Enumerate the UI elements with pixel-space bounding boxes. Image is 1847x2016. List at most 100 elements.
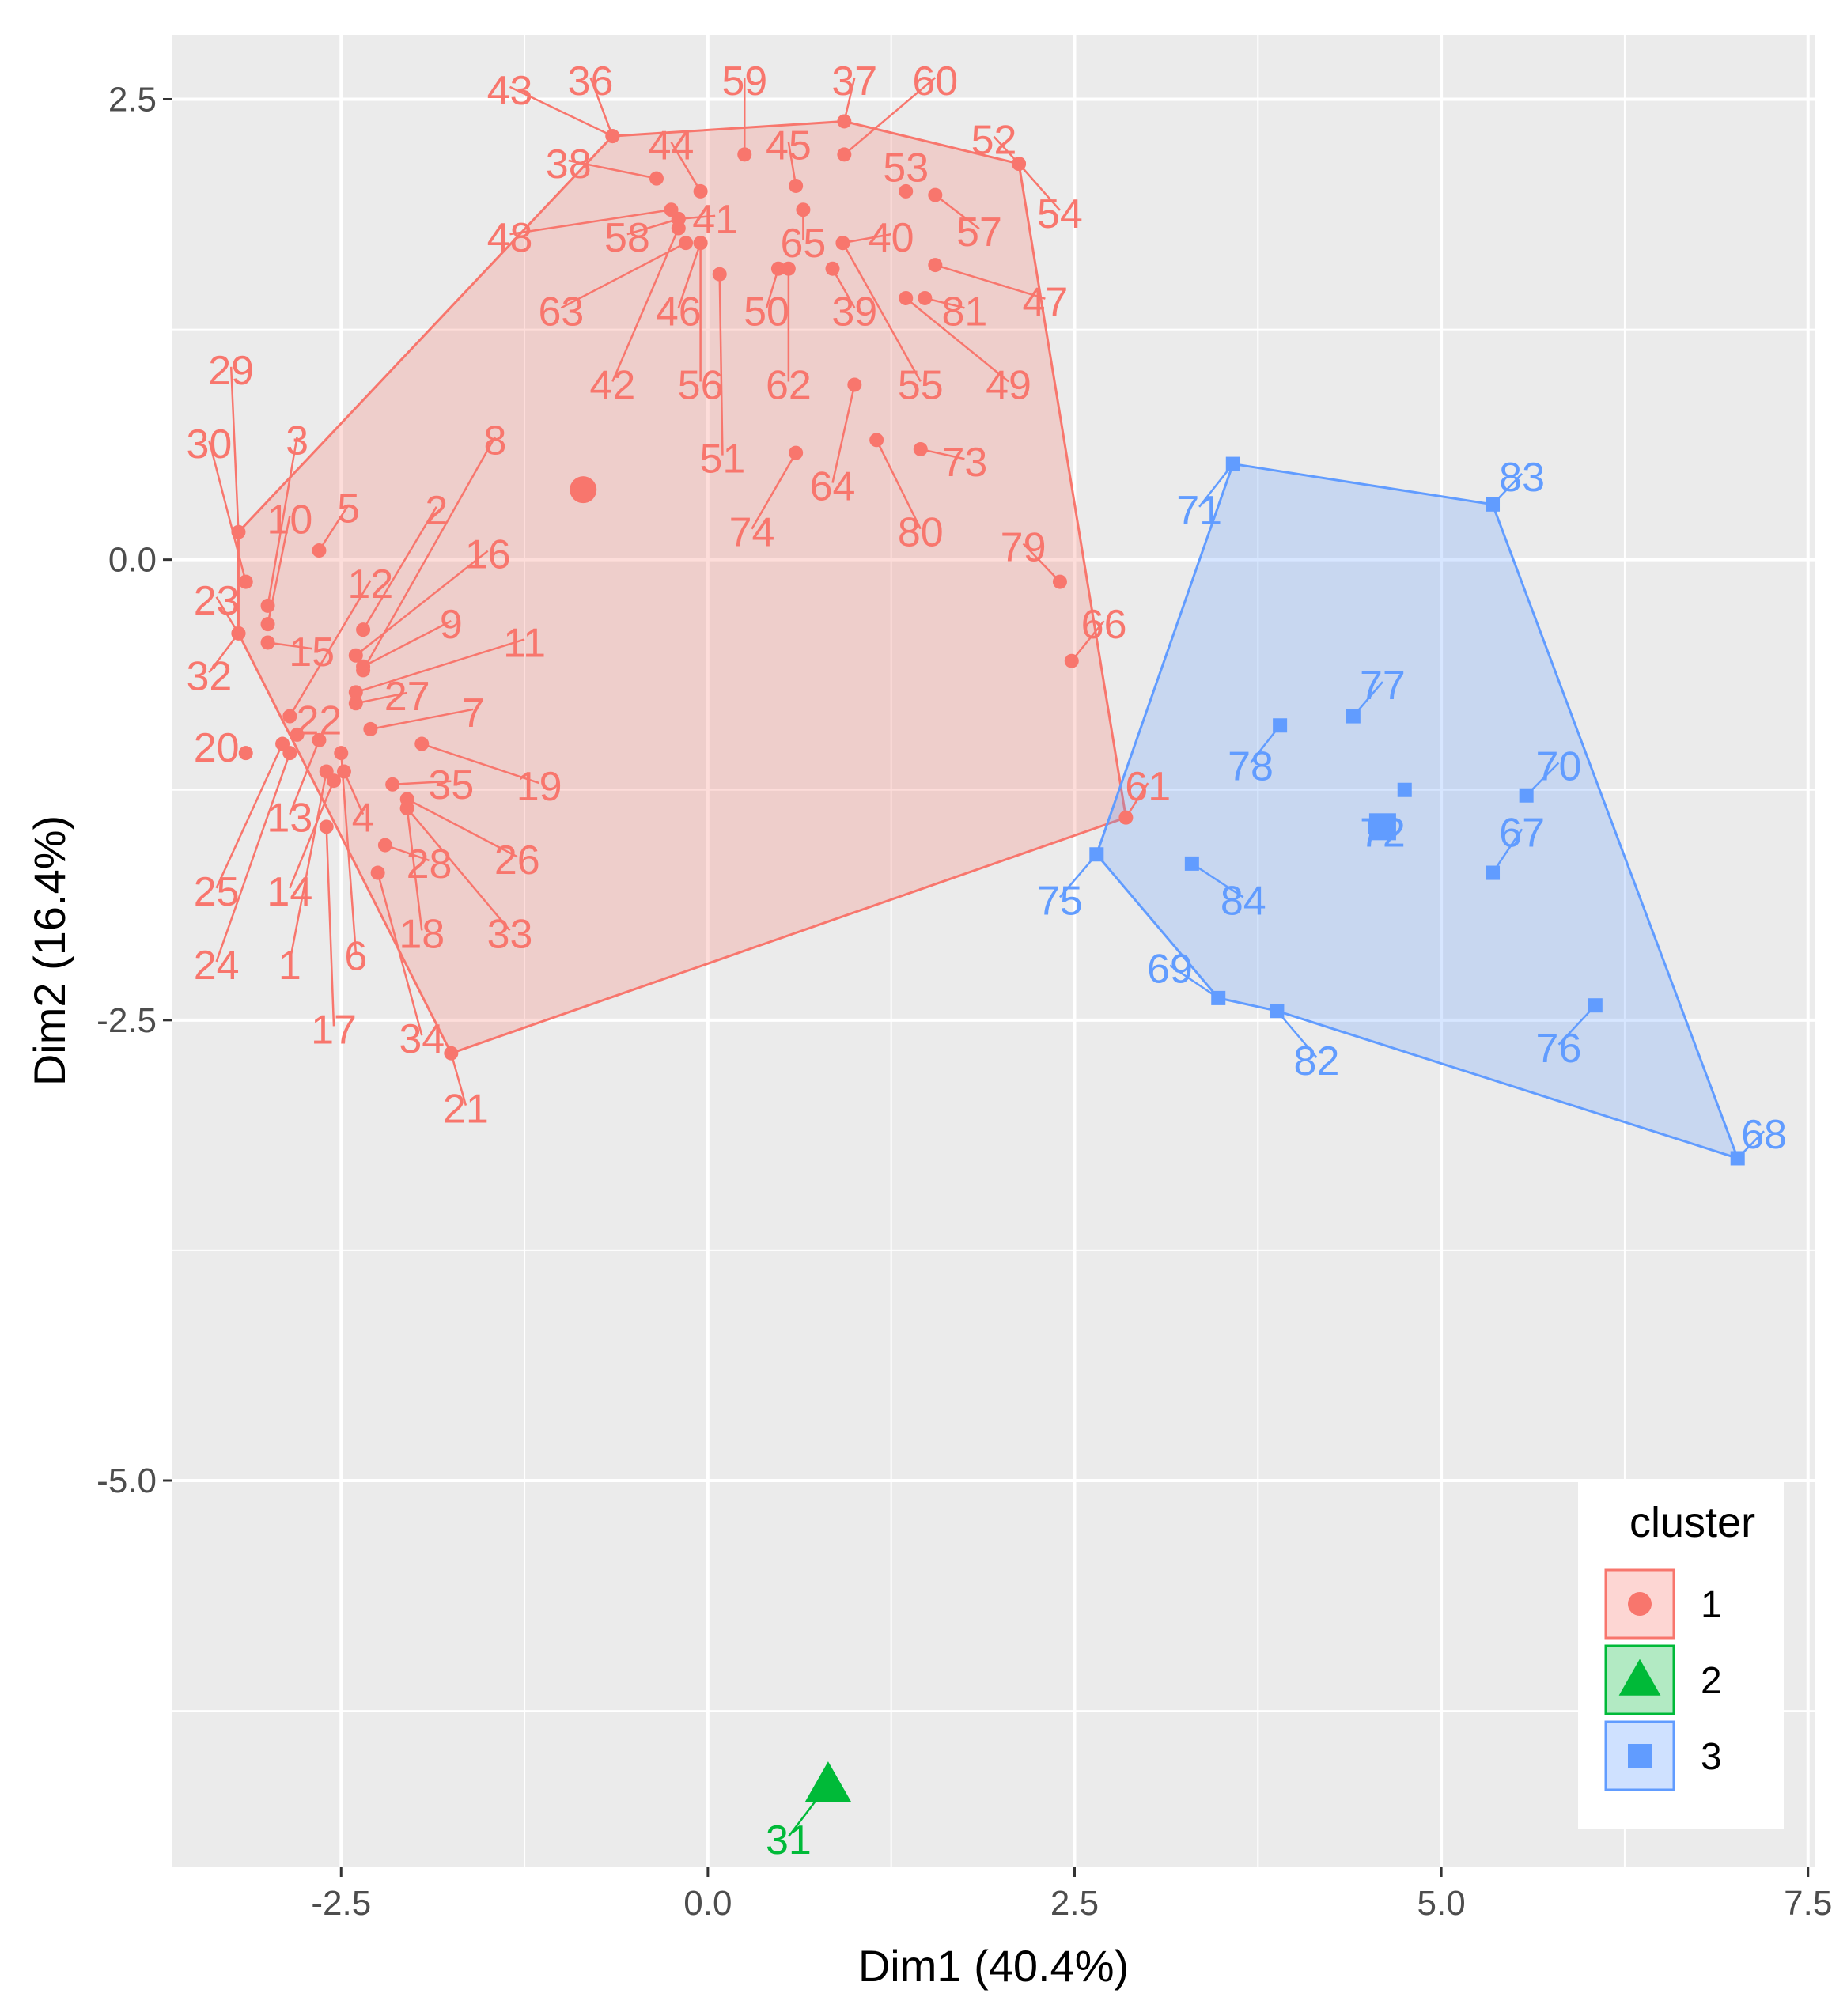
point-label-20: 20 <box>194 725 240 771</box>
cluster-3-centroid <box>1368 813 1396 841</box>
point-69 <box>1211 990 1226 1005</box>
point-label-54: 54 <box>1037 191 1083 237</box>
point-label-68: 68 <box>1741 1112 1787 1158</box>
point-31 <box>804 1761 851 1802</box>
x-tick-label: 7.5 <box>1784 1884 1832 1923</box>
leader-line-30 <box>208 440 247 582</box>
point-73 <box>913 441 928 456</box>
point-35 <box>385 777 400 792</box>
leader-line-29 <box>229 366 240 532</box>
point-60 <box>837 147 852 162</box>
leader-line-79 <box>1022 543 1061 583</box>
leader-line-7 <box>370 708 474 731</box>
point-label-6: 6 <box>344 933 367 979</box>
point-label-78: 78 <box>1228 743 1274 789</box>
point-label-56: 56 <box>678 362 724 408</box>
point-28 <box>377 838 392 853</box>
point-label-8: 8 <box>484 418 507 463</box>
leader-line-44 <box>670 142 702 192</box>
point-label-67: 67 <box>1499 810 1545 856</box>
point-43 <box>605 129 620 144</box>
point-label-43: 43 <box>487 68 533 114</box>
point-label-34: 34 <box>399 1016 445 1062</box>
leader-line-21 <box>450 1053 467 1106</box>
leader-line-24 <box>215 752 291 963</box>
point-label-13: 13 <box>267 796 312 842</box>
legend-title: cluster <box>1629 1499 1755 1546</box>
point-label-41: 41 <box>692 197 738 243</box>
point-39 <box>825 261 840 276</box>
point-label-51: 51 <box>700 437 746 482</box>
point-label-45: 45 <box>766 123 812 169</box>
point-10 <box>260 617 275 632</box>
leader-line-35 <box>392 780 452 786</box>
point-label-53: 53 <box>883 146 929 191</box>
point-label-15: 15 <box>289 630 335 675</box>
leader-line-73 <box>920 448 965 460</box>
x-axis: -2.5 0.0 2.5 5.0 7.5 <box>311 1867 1832 1923</box>
point-16 <box>348 648 363 663</box>
point-54 <box>1012 157 1027 172</box>
legend-label-2: 2 <box>1701 1660 1722 1702</box>
leader-line-27 <box>355 691 407 705</box>
leader-line-16 <box>355 550 489 656</box>
x-tick-label: -2.5 <box>311 1884 371 1923</box>
leader-line-39 <box>831 268 856 308</box>
point-label-48: 48 <box>487 215 533 261</box>
point-label-14: 14 <box>267 869 312 915</box>
leader-line-3 <box>267 437 298 607</box>
point-label-61: 61 <box>1125 764 1171 810</box>
point-label-9: 9 <box>440 602 463 648</box>
data-points <box>231 114 1745 1802</box>
point-19 <box>414 736 430 751</box>
point-label-57: 57 <box>956 210 1002 255</box>
leader-line-57 <box>934 194 980 230</box>
cluster-1-centroid <box>570 476 597 504</box>
legend-marker-1 <box>1628 1592 1652 1616</box>
leader-line-34 <box>377 872 423 1036</box>
cluster-1-hull <box>237 119 1128 1055</box>
y-tick-label: -2.5 <box>97 1001 157 1040</box>
point-label-12: 12 <box>347 562 393 607</box>
leader-line-19 <box>421 743 540 785</box>
leader-line-46 <box>677 242 702 308</box>
point-label-31: 31 <box>766 1817 812 1863</box>
point-label-63: 63 <box>539 289 585 335</box>
point-30 <box>238 574 253 589</box>
leader-line-25 <box>215 743 284 889</box>
point-label-70: 70 <box>1536 743 1582 789</box>
leader-line-26 <box>407 798 518 858</box>
point-64 <box>847 377 862 392</box>
point-label-80: 80 <box>898 510 944 556</box>
point-label-28: 28 <box>407 842 452 887</box>
point-71 <box>1225 456 1240 471</box>
point-label-4: 4 <box>352 796 375 842</box>
leader-line-71 <box>1198 463 1234 508</box>
legend-keys: 1 2 3 <box>1604 1568 1722 1791</box>
point-label-25: 25 <box>194 869 240 915</box>
leader-line-36 <box>589 77 614 137</box>
x-tick-label: 5.0 <box>1417 1884 1466 1923</box>
leader-line-33 <box>406 808 511 932</box>
point-49 <box>899 290 914 305</box>
leader-line-80 <box>876 439 922 530</box>
point-unlabeled <box>1397 782 1412 797</box>
point-label-69: 69 <box>1147 947 1193 993</box>
point-32 <box>231 626 246 641</box>
point-33 <box>399 801 414 816</box>
point-47 <box>928 258 943 273</box>
point-label-73: 73 <box>941 440 987 486</box>
point-21 <box>444 1046 459 1061</box>
leader-line-42 <box>611 228 679 382</box>
leader-line-6 <box>340 753 358 953</box>
legend-label-1: 1 <box>1701 1584 1722 1626</box>
point-label-76: 76 <box>1536 1026 1582 1072</box>
point-label-21: 21 <box>443 1087 489 1133</box>
point-label-44: 44 <box>649 123 695 169</box>
point-58 <box>671 211 686 226</box>
point-label-22: 22 <box>297 698 343 743</box>
point-label-47: 47 <box>1022 280 1068 326</box>
point-label-16: 16 <box>465 532 511 578</box>
point-label-23: 23 <box>194 578 240 624</box>
